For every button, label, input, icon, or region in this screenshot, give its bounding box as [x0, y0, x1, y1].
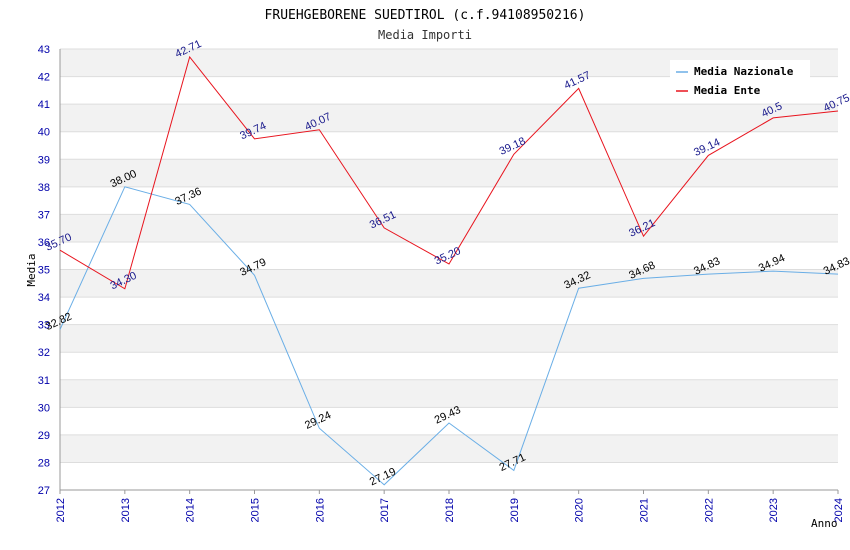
- x-tick-label: 2020: [574, 498, 586, 522]
- y-tick-label: 28: [38, 457, 50, 469]
- x-tick-label: 2023: [768, 498, 780, 522]
- x-tick-label: 2018: [444, 498, 456, 522]
- legend-box: [670, 60, 810, 100]
- x-tick-label: 2015: [250, 498, 262, 522]
- y-tick-label: 37: [38, 209, 50, 221]
- series-line-media-ente: [59, 55, 839, 290]
- y-tick-label: 42: [38, 72, 50, 84]
- grid-band: [60, 104, 838, 132]
- y-tick-label: 33: [38, 320, 50, 332]
- x-tick-label: 2014: [185, 498, 197, 522]
- y-tick-label: 32: [38, 347, 50, 359]
- x-tick-label: 2012: [55, 498, 67, 522]
- legend-label-media-ente: Media Ente: [694, 84, 761, 97]
- y-tick-label: 43: [38, 44, 50, 56]
- x-tick-label: 2013: [120, 498, 132, 522]
- y-tick-label: 39: [38, 154, 50, 166]
- y-tick-label: 30: [38, 402, 50, 414]
- grid-band: [60, 214, 838, 242]
- legend-label-media-nazionale: Media Nazionale: [694, 65, 794, 78]
- y-tick-label: 34: [38, 292, 50, 304]
- x-tick-label: 2024: [833, 498, 845, 522]
- y-tick-label: 40: [38, 127, 50, 139]
- x-tick-label: 2016: [314, 498, 326, 522]
- series-lines: [59, 55, 839, 486]
- x-tick-label: 2021: [639, 498, 651, 522]
- x-axis-label: Anno: [811, 517, 838, 530]
- chart-title: FRUEHGEBORENE SUEDTIROL (c.f.94108950216…: [265, 8, 586, 23]
- x-tick-label: 2019: [509, 498, 521, 522]
- y-tick-label: 35: [38, 265, 50, 277]
- y-tick-label: 31: [38, 375, 50, 387]
- y-tick-label: 36: [38, 237, 50, 249]
- grid-band: [60, 159, 838, 187]
- y-tick-labels: 27 28 29 30 31 32 33 34 35 36 37 38 39 40 41 42 43: [38, 44, 50, 497]
- legend: Media Nazionale Media Ente: [670, 60, 810, 100]
- data-label: 39.14: [692, 136, 722, 159]
- axes: [59, 49, 838, 491]
- y-tick-label: 38: [38, 182, 50, 194]
- data-label: 29.24: [303, 409, 333, 432]
- y-tick-label: 27: [38, 485, 50, 497]
- grid-band: [60, 379, 838, 408]
- chart-subtitle: Media Importi: [378, 28, 472, 42]
- grid-band: [60, 324, 838, 353]
- data-label: 39.18: [498, 135, 528, 158]
- grid-band: [60, 434, 838, 463]
- y-tick-label: 41: [38, 99, 50, 111]
- data-label: 35.20: [433, 245, 463, 268]
- y-tick-label: 29: [38, 430, 50, 442]
- data-label: 27.19: [368, 466, 398, 489]
- x-tick-label: 2022: [703, 498, 715, 522]
- data-label: 35.70: [44, 231, 74, 254]
- y-axis-label: Media: [25, 253, 38, 286]
- series-line-media-nazionale: [59, 186, 839, 486]
- x-tick-label: 2017: [379, 498, 391, 522]
- x-tick-labels: 2012 2013 2014 2015 2016 2017 2018 2019 2020 2021…: [55, 498, 845, 522]
